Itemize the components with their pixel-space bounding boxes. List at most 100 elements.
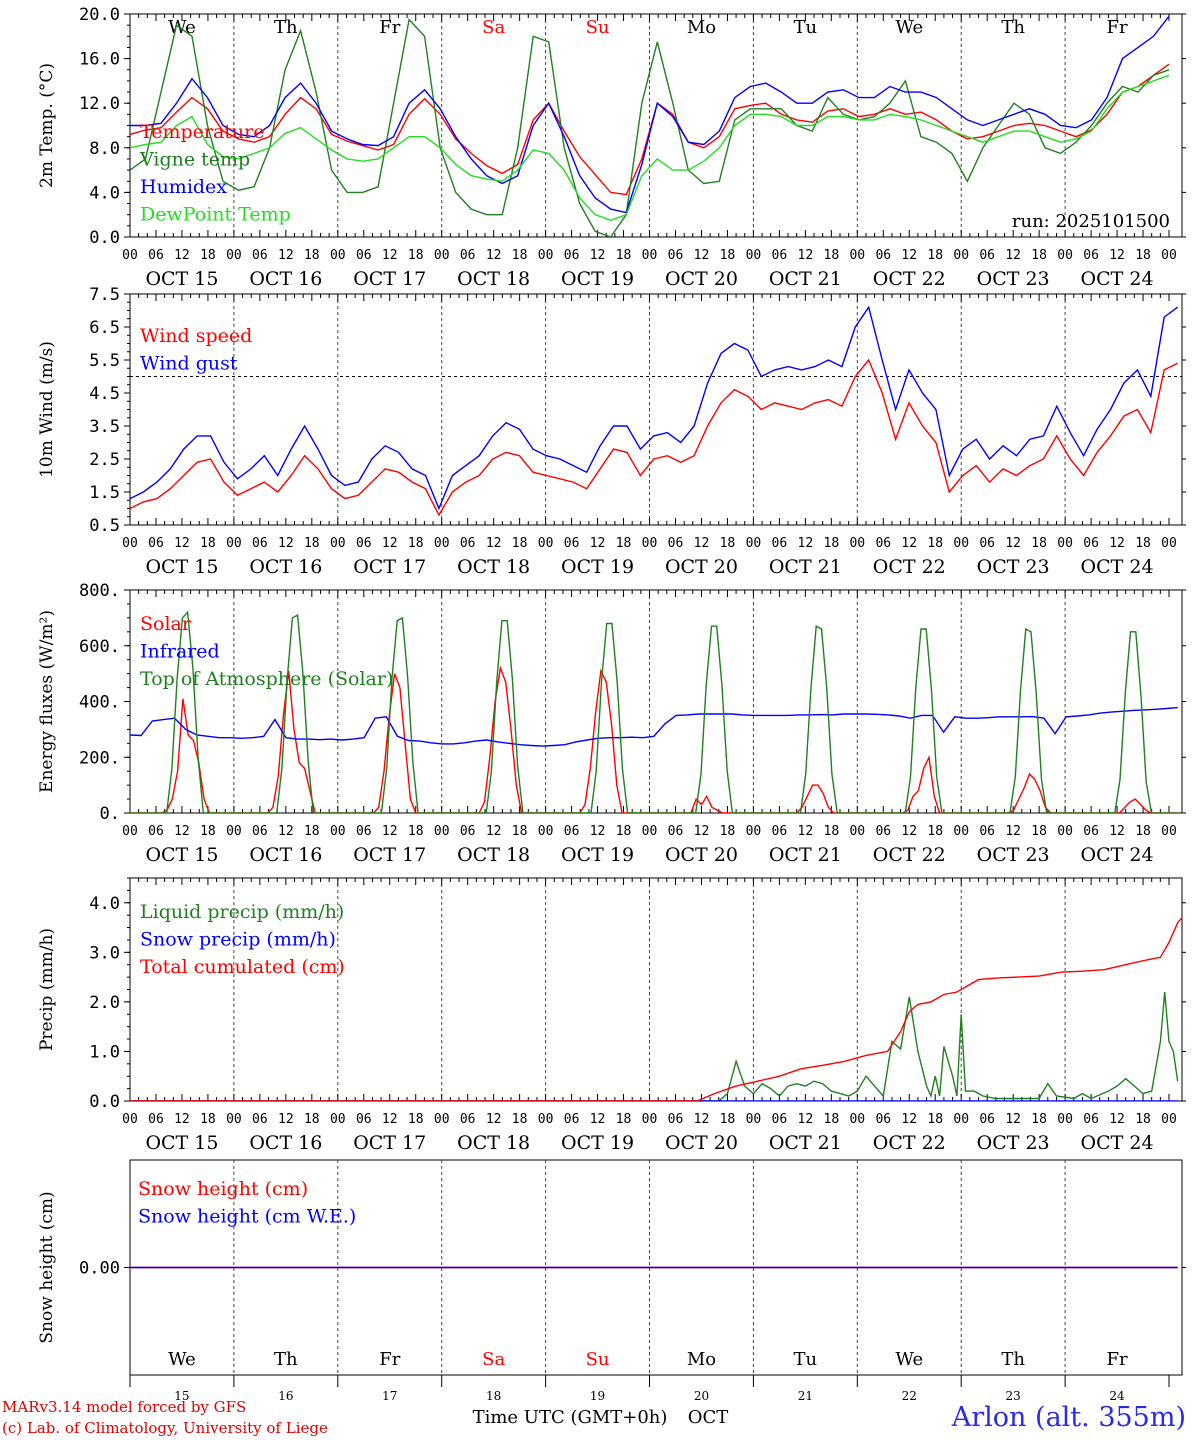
weekday-label: Th <box>274 17 298 38</box>
x-hour-label: 00 <box>538 824 554 839</box>
x-hour-label: 18 <box>1031 248 1047 263</box>
x-hour-label: 18 <box>200 248 216 263</box>
x-hour-label: 18 <box>408 824 424 839</box>
x-hour-label: 00 <box>1057 248 1073 263</box>
weekday-label: Sa <box>482 17 505 38</box>
legend-entry: Vigne temp <box>139 149 250 171</box>
x-hour-label: 00 <box>330 536 346 551</box>
x-date-label: OCT 21 <box>769 844 842 866</box>
x-hour-label: 18 <box>512 536 528 551</box>
x-hour-label: 06 <box>356 824 372 839</box>
x-hour-label: 12 <box>1109 536 1125 551</box>
x-hour-label: 12 <box>174 824 190 839</box>
x-hour-label: 18 <box>616 536 632 551</box>
x-hour-label: 00 <box>849 1112 865 1127</box>
x-date-label: OCT 16 <box>249 268 322 290</box>
x-date-label: OCT 24 <box>1081 844 1154 866</box>
x-axis-month: OCT <box>688 1407 729 1428</box>
x-hour-label: 00 <box>538 536 554 551</box>
y-tick-label: 800. <box>79 581 120 601</box>
series-line-wind-gust <box>130 305 1179 511</box>
weekday-label: Th <box>1001 1349 1025 1370</box>
weekday-label: Mo <box>687 17 716 38</box>
x-hour-label: 18 <box>1031 824 1047 839</box>
x-date-label: OCT 16 <box>249 556 322 578</box>
x-hour-label: 18 <box>512 248 528 263</box>
x-hour-label: 18 <box>1135 248 1151 263</box>
x-hour-label: 18 <box>824 1112 840 1127</box>
series-line-temperature <box>130 63 1170 196</box>
x-hour-label: 06 <box>1083 248 1099 263</box>
y-tick-label: 8.0 <box>89 139 120 159</box>
x-hour-label: 06 <box>772 536 788 551</box>
x-hour-label: 00 <box>746 536 762 551</box>
x-date-label: OCT 23 <box>977 1132 1050 1154</box>
x-date-label: OCT 23 <box>977 268 1050 290</box>
x-hour-label: 18 <box>927 824 943 839</box>
weekday-label: Tu <box>794 17 818 38</box>
x-hour-label: 06 <box>148 1112 164 1127</box>
x-hour-label: 18 <box>927 248 943 263</box>
x-hour-label: 00 <box>434 248 450 263</box>
x-hour-label: 18 <box>408 1112 424 1127</box>
x-hour-label: 12 <box>901 248 917 263</box>
y-tick-label: 2.0 <box>89 993 120 1013</box>
plot-frame-wind <box>129 293 1183 526</box>
x-hour-label: 12 <box>1109 248 1125 263</box>
x-date-label: OCT 22 <box>873 556 946 578</box>
x-hour-label: 18 <box>408 536 424 551</box>
legend-entry: Snow height (cm) <box>138 1178 308 1200</box>
x-hour-label: 18 <box>200 536 216 551</box>
day-number-label: 16 <box>278 1389 293 1403</box>
y-tick-label: 6.5 <box>89 318 120 338</box>
x-date-label: OCT 24 <box>1081 556 1154 578</box>
x-hour-label: 12 <box>382 824 398 839</box>
weekday-label: Fr <box>1107 1349 1128 1370</box>
x-hour-label: 06 <box>1083 1112 1099 1127</box>
x-date-label: OCT 19 <box>561 1132 634 1154</box>
weekday-label: Fr <box>379 1349 400 1370</box>
x-hour-label: 00 <box>122 536 138 551</box>
x-hour-label: 06 <box>668 248 684 263</box>
series-line-liquid-precip-mm-h- <box>130 991 1179 1101</box>
panel-snow: 0.00 Snow height (cm) We 15 Th 16 Fr 17 Sa 18 Su 19… <box>37 1159 1186 1403</box>
x-hour-label: 12 <box>174 536 190 551</box>
x-hour-label: 18 <box>927 536 943 551</box>
day-number-label: 23 <box>1006 1389 1021 1403</box>
x-hour-label: 06 <box>564 1112 580 1127</box>
panel-precip: 0.0 1.0 2.0 3.0 4.0 Precip (mm/h) 00 06 12 18 OCT … <box>37 877 1186 1154</box>
x-date-label: OCT 17 <box>353 844 426 866</box>
weekday-label: Su <box>586 1349 610 1370</box>
weekday-label: We <box>168 1349 196 1370</box>
x-hour-label: 12 <box>486 1112 502 1127</box>
y-tick-label: 1.5 <box>89 483 120 503</box>
weekday-label: We <box>168 17 196 38</box>
x-hour-label: 18 <box>304 1112 320 1127</box>
x-hour-label: 12 <box>278 536 294 551</box>
y-tick-label: 4.0 <box>89 894 120 914</box>
x-hour-label: 06 <box>1083 824 1099 839</box>
y-tick-label: 0.0 <box>89 228 120 248</box>
panel-wind: 0.5 1.5 2.5 3.5 4.5 5.5 6.5 7.5 10m Wind (m/s) 00… <box>37 285 1186 578</box>
x-date-label: OCT 22 <box>873 268 946 290</box>
x-hour-label: 18 <box>1135 824 1151 839</box>
x-hour-label: 00 <box>642 248 658 263</box>
x-date-label: OCT 15 <box>145 268 218 290</box>
x-date-label: OCT 23 <box>977 844 1050 866</box>
x-hour-label: 06 <box>772 1112 788 1127</box>
x-date-label: OCT 18 <box>457 844 530 866</box>
x-hour-label: 06 <box>772 248 788 263</box>
x-date-label: OCT 20 <box>665 1132 738 1154</box>
x-hour-label: 12 <box>1005 824 1021 839</box>
day-number-label: 18 <box>486 1389 501 1403</box>
x-date-label: OCT 23 <box>977 556 1050 578</box>
x-hour-label: 00 <box>849 824 865 839</box>
x-hour-label: 12 <box>174 248 190 263</box>
x-hour-label: 06 <box>979 248 995 263</box>
x-hour-label: 18 <box>200 824 216 839</box>
x-hour-label: 06 <box>1083 536 1099 551</box>
x-hour-label: 00 <box>226 248 242 263</box>
x-hour-label: 12 <box>174 1112 190 1127</box>
x-hour-label: 06 <box>252 536 268 551</box>
x-hour-label: 00 <box>1161 1112 1177 1127</box>
